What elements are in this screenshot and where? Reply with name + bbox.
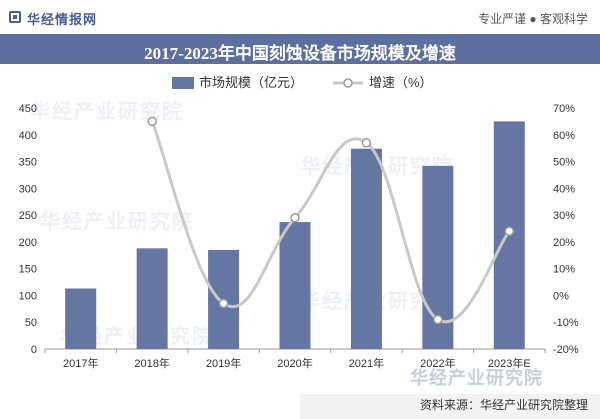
- slogan: 专业严谨 ● 客观科学: [478, 12, 588, 26]
- top-bar: 华经情报网 专业严谨 ● 客观科学: [0, 0, 600, 34]
- y-right-tick-label: 0%: [553, 290, 569, 302]
- y-left-tick-label: 350: [19, 157, 37, 169]
- growth-point: [361, 138, 372, 148]
- y-right-tick-label: 20%: [553, 237, 575, 249]
- footer-bar: [300, 394, 600, 419]
- growth-point: [504, 226, 515, 236]
- legend-bar-swatch: [172, 77, 194, 89]
- growth-point: [218, 298, 229, 309]
- y-left-tick-label: 400: [19, 130, 37, 142]
- y-right-tick-label: 30%: [553, 210, 575, 222]
- y-right-tick-label: -20%: [553, 344, 579, 356]
- y-left-tick-label: 300: [19, 183, 37, 195]
- title-bar: 2017-2023年中国刻蚀设备市场规模及增速: [0, 34, 600, 64]
- growth-point: [147, 116, 157, 127]
- y-left-tick-label: 200: [19, 237, 37, 249]
- bar: [65, 288, 97, 349]
- watermark-bottom: 华经产业研究院: [410, 368, 543, 388]
- y-left-tick-label: 150: [19, 264, 37, 276]
- brand-logo-icon: [9, 11, 21, 23]
- y-left-tick-label: 50: [25, 317, 37, 329]
- y-right-tick-label: -10%: [553, 317, 579, 329]
- x-tick-label: 2020年: [277, 356, 312, 370]
- x-tick-label: 2021年: [349, 356, 384, 370]
- y-right-tick-label: 70%: [553, 103, 575, 115]
- x-tick-label: 2018年: [134, 356, 169, 370]
- y-right-tick-label: 60%: [553, 130, 575, 142]
- x-tick-label: 2023年E: [488, 356, 531, 370]
- growth-point: [290, 213, 300, 223]
- y-right-tick-label: 50%: [553, 157, 575, 169]
- bar: [350, 148, 382, 349]
- y-left-tick-label: 100: [19, 290, 37, 302]
- legend-line-label: 增速（%）: [369, 75, 433, 90]
- y-left-tick-label: 250: [19, 210, 37, 222]
- brand-name: 华经情报网: [27, 12, 98, 27]
- growth-line: [150, 120, 511, 324]
- y-left-tick-label: 0: [31, 344, 37, 356]
- legend-bar-label: 市场规模（亿元）: [199, 75, 303, 90]
- legend-line-marker: [343, 78, 353, 88]
- y-right-tick-label: 10%: [553, 264, 575, 276]
- x-tick-label: 2019年: [206, 356, 241, 370]
- source-note: 资料来源：华经产业研究院整理: [419, 398, 588, 412]
- y-left-tick-label: 450: [19, 103, 37, 115]
- x-tick-label: 2017年: [63, 356, 98, 370]
- x-tick-label: 2022年: [420, 356, 455, 370]
- bar: [136, 248, 168, 349]
- chart: 0 50 100 150 200 250 300 350 400 450 -20% -10% 0% 10%…: [19, 75, 579, 370]
- y-right-tick-label: 40%: [553, 183, 575, 195]
- chart-title: 2017-2023年中国刻蚀设备市场规模及增速: [144, 44, 456, 63]
- bar: [279, 222, 311, 349]
- growth-point: [433, 314, 443, 325]
